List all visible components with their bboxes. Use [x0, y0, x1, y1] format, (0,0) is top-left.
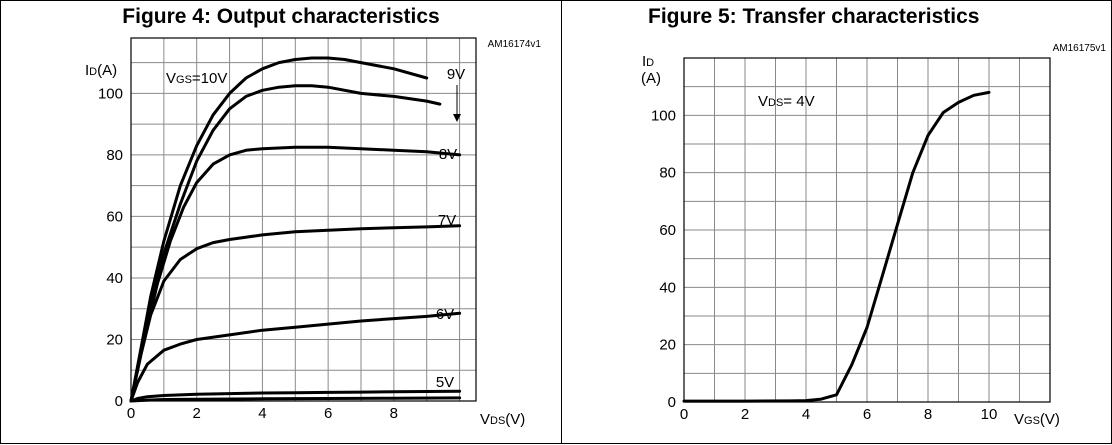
- y-tick-label: 80: [659, 165, 676, 182]
- y-tick-label: 0: [115, 393, 123, 410]
- series-line-5: [129, 389, 462, 403]
- x-tick-label: 6: [863, 406, 871, 423]
- figure-5-code: AM16175v1: [1053, 43, 1107, 54]
- series-line-0: [682, 90, 991, 403]
- series-line-2: [129, 145, 462, 403]
- y-axis-unit: (A): [641, 70, 661, 87]
- y-axis-label: ID: [642, 53, 654, 70]
- x-axis-label: VDS(V): [480, 411, 525, 428]
- x-tick-label: 4: [802, 406, 810, 423]
- figure-5-title: Figure 5: Transfer characteristics: [648, 5, 980, 28]
- series-line-3: [129, 224, 462, 403]
- x-tick-label: 0: [680, 406, 688, 423]
- series-label-2: 8V: [439, 146, 457, 163]
- x-tick-label: 4: [258, 405, 266, 422]
- series-line-6: [129, 396, 462, 403]
- condition-label: VDS= 4V: [758, 93, 815, 110]
- plot-frame: [130, 37, 477, 402]
- figure-4-code: AM16174v1: [488, 39, 542, 50]
- y-tick-label: 20: [659, 337, 676, 354]
- x-axis-label: VGS(V): [1014, 411, 1060, 428]
- y-tick-label: 80: [106, 147, 123, 164]
- y-tick-label: 100: [651, 107, 676, 124]
- arrow-head: [453, 114, 461, 122]
- series-label-4: 6V: [436, 306, 454, 323]
- series-line-1: [129, 84, 442, 403]
- y-axis-label: ID(A): [85, 62, 117, 79]
- x-tick-label: 6: [324, 405, 332, 422]
- x-tick-label: 8: [924, 406, 932, 423]
- y-tick-label: 20: [106, 331, 123, 348]
- figure-4-chart: 0 2 4 6 8020406080100AM16174v1ID(A)VDS(V)VGS…: [85, 37, 542, 428]
- figure-5-chart: 0 2 4 6 8 10020406080100AM16175v1ID(A)VGS(V)V…: [641, 43, 1107, 428]
- y-tick-label: 60: [106, 208, 123, 225]
- condition-label: VGS=10V: [166, 70, 227, 87]
- x-tick-label: 2: [193, 405, 201, 422]
- y-tick-label: 100: [98, 85, 123, 102]
- plot-frame: [683, 57, 1051, 403]
- x-tick-label: 0: [127, 405, 135, 422]
- series-label-5: 5V: [436, 374, 454, 391]
- y-tick-label: 40: [106, 270, 123, 287]
- series-line-0: [129, 56, 429, 403]
- y-tick-label: 0: [668, 394, 676, 411]
- figure-5-panel: Figure 5: Transfer characteristics 0 2 4 6 8…: [561, 0, 1112, 444]
- y-tick-label: 60: [659, 222, 676, 239]
- x-tick-label: 10: [981, 406, 998, 423]
- series-label-3: 7V: [438, 212, 456, 229]
- series-label-1: 9V: [447, 66, 465, 83]
- y-tick-label: 40: [659, 279, 676, 296]
- figure-4-title: Figure 4: Output characteristics: [122, 5, 440, 28]
- x-tick-label: 8: [390, 405, 398, 422]
- series-line-4: [129, 311, 462, 403]
- x-tick-label: 2: [741, 406, 749, 423]
